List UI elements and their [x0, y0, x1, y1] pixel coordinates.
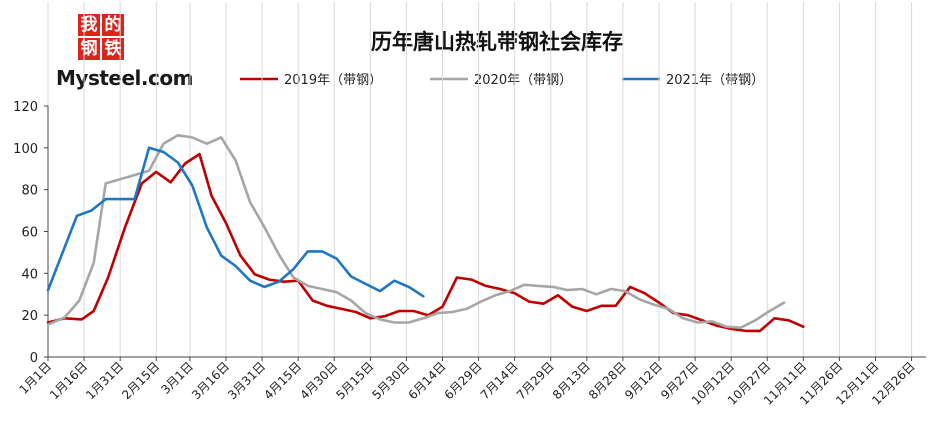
- x-tick-label: 3月31日: [225, 359, 268, 402]
- x-tick-label: 4月15日: [261, 359, 304, 402]
- mysteel-logo: 我的 钢铁 Mysteel.com: [56, 14, 193, 100]
- x-tick-label: 5月15日: [333, 359, 376, 402]
- y-tick-label: 0: [30, 351, 38, 366]
- legend-label: 2020年（带钢）: [474, 73, 572, 88]
- logo-text: Mysteel.com: [56, 66, 193, 90]
- x-tick-label: 1月16日: [47, 359, 90, 402]
- legend-label: 2019年（带钢）: [284, 73, 382, 88]
- x-tick-label: 9月12日: [622, 359, 665, 402]
- series-line-1: [46, 152, 805, 333]
- x-tick-label: 5月30日: [369, 359, 412, 402]
- logo-cn-line2: 钢铁: [78, 38, 126, 60]
- logo-char: 铁: [102, 38, 124, 60]
- x-tick-label: 8月28日: [586, 359, 629, 402]
- series-line-3: [46, 146, 425, 298]
- x-tick-label: 6月29日: [442, 359, 485, 402]
- x-tick-label: 4月30日: [297, 359, 340, 402]
- y-axis-ticks: 0 20 40 60 80 100 120: [13, 100, 48, 366]
- legend-label: 2021年（带钢）: [666, 73, 764, 88]
- chart-title: 历年唐山热轧带钢社会库存: [371, 29, 623, 54]
- series-line-2: [46, 134, 786, 330]
- x-tick-label: 3月16日: [189, 359, 232, 402]
- chart-legend: 2019年（带钢） 2020年（带钢） 2021年（带钢）: [240, 73, 764, 88]
- logo-char: 我: [78, 14, 100, 36]
- chart-axes: [47, 106, 926, 358]
- x-tick-label: 6月14日: [406, 359, 449, 402]
- y-tick-label: 40: [21, 267, 38, 282]
- chart-series: [46, 134, 805, 333]
- x-tick-label: 1月31日: [83, 359, 126, 402]
- y-tick-label: 20: [21, 309, 38, 324]
- logo-char: 钢: [78, 38, 100, 60]
- x-tick-label: 8月13日: [550, 359, 593, 402]
- x-tick-label: 2月15日: [119, 359, 162, 402]
- y-tick-label: 100: [13, 142, 38, 157]
- logo-cn-line1: 我的: [78, 14, 126, 36]
- x-axis-ticks: 1月1日1月16日1月31日2月15日3月1日3月16日3月31日4月15日4月…: [16, 357, 918, 408]
- y-tick-label: 80: [21, 184, 38, 199]
- x-tick-label: 7月29日: [514, 359, 557, 402]
- y-tick-label: 120: [13, 100, 38, 115]
- logo-char: 的: [102, 14, 124, 36]
- x-tick-label: 7月14日: [478, 359, 521, 402]
- y-tick-label: 60: [21, 226, 38, 241]
